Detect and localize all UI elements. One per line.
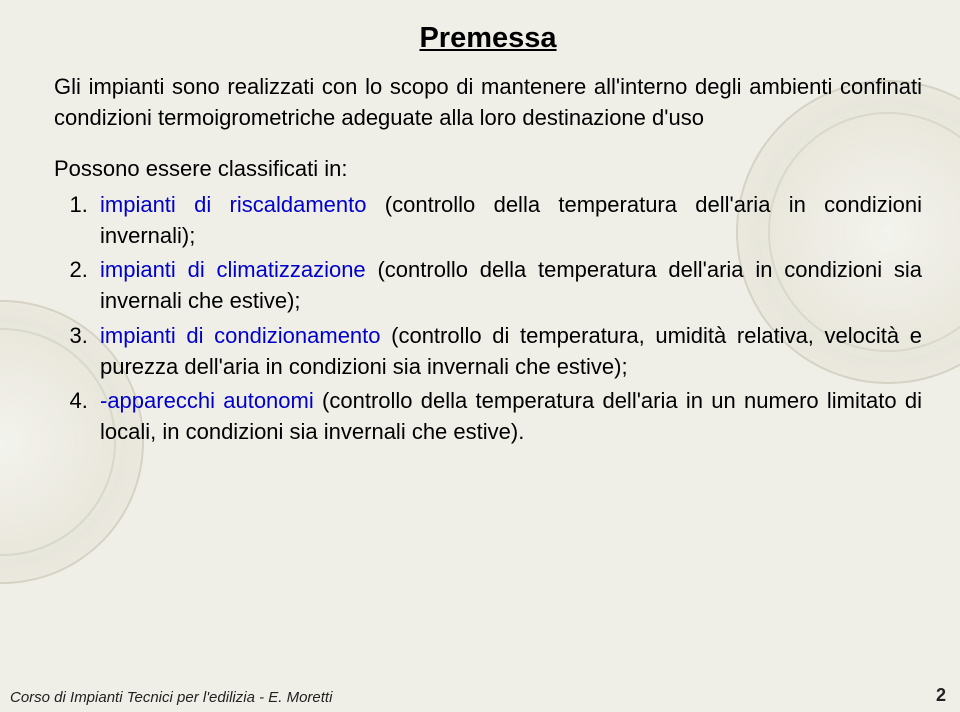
slide-body: Gli impianti sono realizzati con lo scop… [54,71,922,448]
item-term: impianti di climatizzazione [100,257,366,282]
slide-title: Premessa [54,22,922,55]
footer-course: Corso di Impianti Tecnici per l'edilizia… [10,689,332,706]
list-item: impianti di climatizzazione (controllo d… [94,254,922,316]
list-item: impianti di riscaldamento (controllo del… [94,189,922,251]
sub-heading: Possono essere classificati in: [54,153,922,184]
classification-list: impianti di riscaldamento (controllo del… [54,189,922,448]
footer: Corso di Impianti Tecnici per l'edilizia… [10,685,946,706]
page-number: 2 [936,685,946,706]
item-term: -apparecchi autonomi [100,388,314,413]
item-term: impianti di condizionamento [100,323,381,348]
slide: Premessa Gli impianti sono realizzati co… [0,0,960,712]
item-term: impianti di riscaldamento [100,192,367,217]
intro-paragraph: Gli impianti sono realizzati con lo scop… [54,71,922,133]
list-item: -apparecchi autonomi (controllo della te… [94,385,922,447]
list-item: impianti di condizionamento (controllo d… [94,320,922,382]
